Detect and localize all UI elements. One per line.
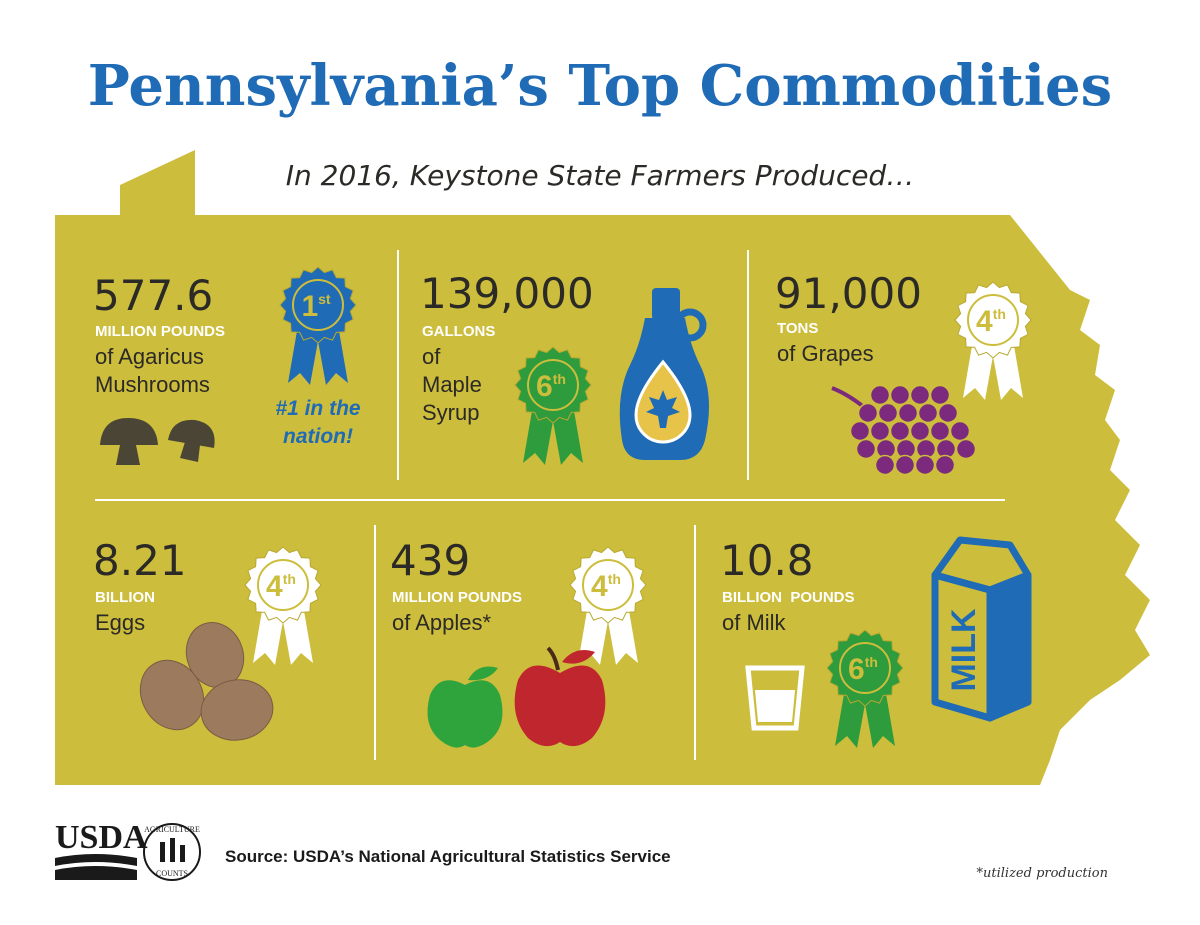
rank-number: 6	[536, 370, 553, 403]
item-unit: GALLONS	[422, 323, 495, 340]
grape	[914, 454, 936, 476]
svg-text:6th: 6th	[848, 653, 878, 686]
rank-number: 6	[848, 653, 865, 686]
mushroom-icon	[100, 418, 215, 465]
item-description: of Agaricus	[95, 344, 204, 369]
grape	[857, 402, 879, 424]
footnote: *utilized production	[977, 866, 1109, 881]
item-unit: BILLION POUNDS	[722, 589, 855, 606]
grape	[869, 384, 891, 406]
rank-number: 4	[266, 570, 283, 603]
grape	[889, 384, 911, 406]
item-unit: MILLION POUNDS	[392, 589, 522, 606]
item-description: Maple	[422, 372, 482, 397]
grape	[869, 420, 891, 442]
item-unit: BILLION	[95, 589, 155, 606]
grape	[909, 420, 931, 442]
item-number: 8.21	[93, 536, 187, 585]
footer: USDA AGRICULTURE COUNTS Source: USDA’s N…	[55, 819, 1108, 881]
rank-ribbon: 4th	[954, 281, 1032, 401]
svg-text:4th: 4th	[266, 570, 296, 603]
item-maple-syrup: 139,000 GALLONS of Maple Syrup 6th	[420, 269, 709, 466]
source: Source: USDA’s National Agricultural Sta…	[225, 847, 671, 866]
item-milk: 10.8 BILLION POUNDS of Milk 6th MILK	[720, 536, 1032, 749]
item-unit: TONS	[777, 320, 818, 337]
item-unit: MILLION POUNDS	[95, 323, 225, 340]
grape	[917, 402, 939, 424]
grape	[937, 402, 959, 424]
grape	[929, 384, 951, 406]
rank-number: 4	[591, 570, 608, 603]
grapes-icon	[831, 384, 977, 476]
rank-suffix: th	[553, 371, 566, 387]
grape	[929, 420, 951, 442]
item-number: 439	[390, 536, 470, 585]
rank-suffix: th	[608, 571, 621, 587]
rank-suffix: th	[993, 306, 1006, 322]
eggs-icon	[139, 622, 274, 741]
rank-suffix: th	[865, 654, 878, 670]
grape	[894, 454, 916, 476]
rank-ribbon: 1st	[279, 266, 357, 386]
item-description: of Grapes	[777, 341, 874, 366]
item-number: 10.8	[720, 536, 814, 585]
item-description: Syrup	[422, 400, 479, 425]
grape	[877, 402, 899, 424]
item-number: 577.6	[93, 271, 213, 320]
usda-logo: USDA	[55, 819, 148, 856]
grape	[889, 420, 911, 442]
grape	[949, 420, 971, 442]
milk-carton-icon: MILK	[931, 536, 1032, 722]
item-apples: 439 MILLION POUNDS of Apples* 4th	[390, 536, 647, 748]
rank-number: 4	[976, 305, 993, 338]
item-description: of	[422, 344, 441, 369]
milk-glass-icon	[745, 665, 805, 731]
svg-text:4th: 4th	[591, 570, 621, 603]
subtitle: In 2016, Keystone State Farmers Produced…	[286, 159, 914, 192]
item-number: 139,000	[420, 269, 594, 318]
grape	[849, 420, 871, 442]
carton-label: MILK	[945, 608, 983, 692]
svg-text:4th: 4th	[976, 305, 1006, 338]
rank-ribbon: 6th	[826, 629, 904, 749]
rank-ribbon: 4th	[244, 546, 322, 666]
item-description: of Milk	[722, 610, 787, 635]
svg-text:6th: 6th	[536, 370, 566, 403]
title: Pennsylvania’s Top Commodities	[88, 53, 1112, 119]
dividers	[95, 250, 1005, 760]
grape	[909, 384, 931, 406]
rank-suffix: st	[318, 291, 331, 307]
item-description: Eggs	[95, 610, 145, 635]
rank-suffix: th	[283, 571, 296, 587]
item-description: of Apples*	[392, 610, 492, 635]
grape	[855, 438, 877, 460]
item-number: 91,000	[775, 269, 922, 318]
seal-text: COUNTS	[156, 869, 188, 878]
item-grapes: 91,000 TONS of Grapes 4th	[775, 269, 1032, 476]
grape	[955, 438, 977, 460]
grape	[934, 454, 956, 476]
note: nation!	[283, 425, 353, 448]
rank-ribbon: 6th	[514, 346, 592, 466]
rank-number: 1	[301, 290, 318, 323]
item-eggs: 8.21 BILLION Eggs 4th	[93, 536, 322, 741]
note: #1 in the	[275, 397, 361, 420]
item-mushrooms: 577.6 MILLION POUNDS of Agaricus Mushroo…	[93, 266, 361, 465]
grape	[897, 402, 919, 424]
syrup-bottle-icon	[619, 288, 709, 460]
rank-ribbon: 4th	[569, 546, 647, 666]
item-description: Mushrooms	[95, 372, 210, 397]
seal-text: AGRICULTURE	[144, 825, 200, 834]
grape	[874, 454, 896, 476]
apples-icon	[427, 646, 606, 748]
svg-text:1st: 1st	[301, 290, 330, 323]
